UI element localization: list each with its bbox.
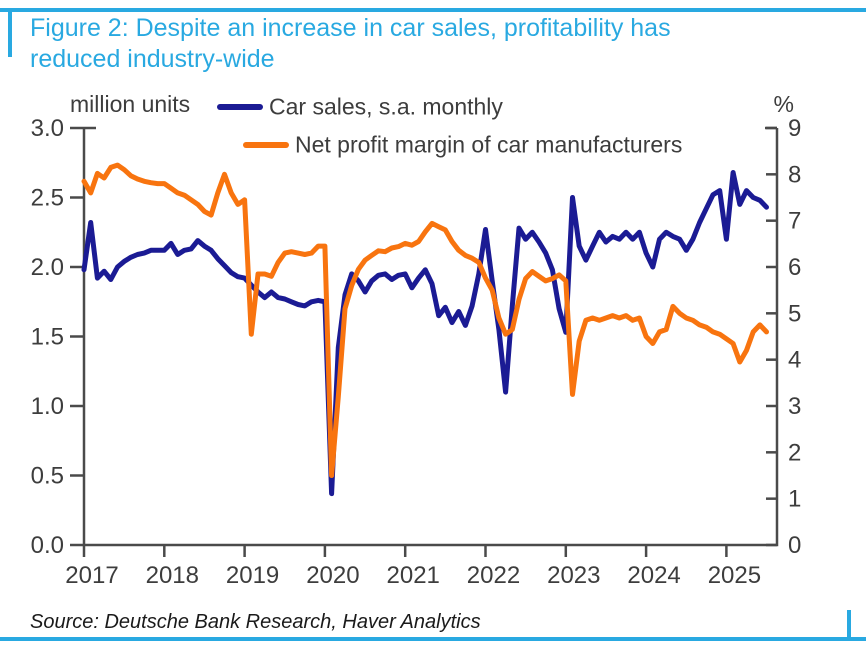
top-left-border-tick <box>8 8 12 57</box>
right-axis-tick-labels: 0 1 2 3 4 5 6 7 8 9 <box>788 115 801 559</box>
svg-text:0: 0 <box>788 532 801 559</box>
net-profit-margin-legend-swatch <box>243 141 289 148</box>
x-axis-ticks <box>82 545 728 557</box>
car-sales-line <box>81 170 769 497</box>
right-axis-ticks <box>766 126 777 547</box>
source-note: Source: Deutsche Bank Research, Haver An… <box>30 611 481 633</box>
svg-text:0.0: 0.0 <box>31 532 64 559</box>
top-border-rule <box>0 8 866 12</box>
left-axis-ticks <box>70 126 84 547</box>
car-sales-legend-label: Car sales, s.a. monthly <box>269 93 503 120</box>
left-axis-tick-labels: 0.0 0.5 1.0 1.5 2.0 2.5 3.0 <box>31 115 64 559</box>
svg-text:2018: 2018 <box>146 562 199 589</box>
svg-text:9: 9 <box>788 115 801 142</box>
svg-text:3: 3 <box>788 393 801 420</box>
svg-text:2020: 2020 <box>306 562 359 589</box>
left-axis-unit-label: million units <box>70 91 191 117</box>
net-profit-margin-line <box>81 162 769 478</box>
svg-text:1.0: 1.0 <box>31 393 64 420</box>
svg-text:2021: 2021 <box>387 562 440 589</box>
svg-text:2019: 2019 <box>226 562 279 589</box>
figure-title: Figure 2: Despite an increase in car sal… <box>30 13 820 75</box>
svg-text:2025: 2025 <box>708 562 761 589</box>
figure-title-line1: Figure 2: Despite an increase in car sal… <box>30 14 671 42</box>
svg-text:2017: 2017 <box>65 562 118 589</box>
svg-text:5: 5 <box>788 300 801 327</box>
axes <box>82 126 779 547</box>
legend-item-net-profit-margin: Net profit margin of car manufacturers <box>243 130 683 158</box>
x-axis-tick-labels: 2017 2018 2019 2020 2021 2022 2023 2024 2025 <box>65 562 761 589</box>
svg-text:7: 7 <box>788 208 801 235</box>
svg-text:0.5: 0.5 <box>31 463 64 490</box>
svg-text:2: 2 <box>788 439 801 466</box>
svg-text:2.0: 2.0 <box>31 254 64 281</box>
bottom-border-rule <box>0 637 866 641</box>
svg-text:2.5: 2.5 <box>31 185 64 212</box>
svg-text:2022: 2022 <box>467 562 520 589</box>
figure-title-line2: reduced industry-wide <box>30 45 275 73</box>
legend-item-car-sales: Car sales, s.a. monthly <box>217 92 503 120</box>
svg-text:4: 4 <box>788 347 801 374</box>
net-profit-margin-legend-label: Net profit margin of car manufacturers <box>295 131 683 158</box>
svg-text:2024: 2024 <box>627 562 680 589</box>
car-sales-legend-swatch <box>217 103 263 110</box>
svg-text:6: 6 <box>788 254 801 281</box>
svg-text:8: 8 <box>788 161 801 188</box>
svg-text:2023: 2023 <box>547 562 600 589</box>
right-axis-unit-label: % <box>773 91 794 117</box>
bottom-right-border-tick <box>847 610 851 641</box>
svg-text:1: 1 <box>788 486 801 513</box>
svg-text:1.5: 1.5 <box>31 324 64 351</box>
svg-text:3.0: 3.0 <box>31 115 64 142</box>
